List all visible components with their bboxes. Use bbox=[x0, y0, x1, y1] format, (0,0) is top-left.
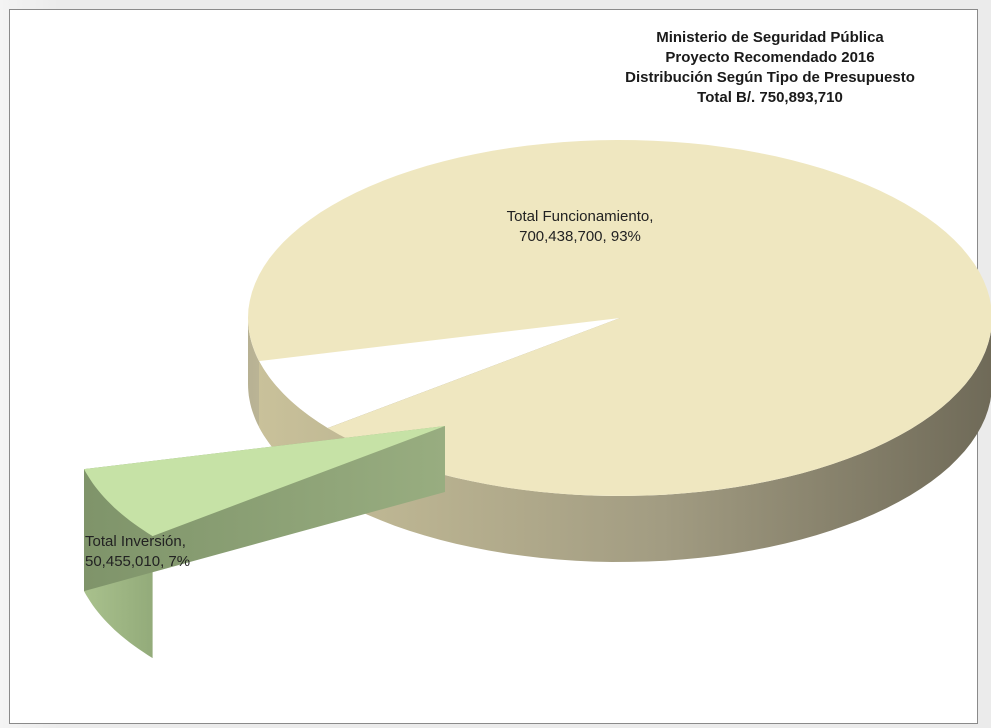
pie-slice-funcionamiento-outer-wall bbox=[259, 330, 991, 562]
chart-title-line-1: Ministerio de Seguridad Pública bbox=[656, 29, 884, 46]
chart-title-line-3: Distribución Según Tipo de Presupuesto bbox=[625, 69, 915, 86]
data-label-funcionamiento-name: Total Funcionamiento, bbox=[506, 208, 654, 225]
chart-title-line-2: Proyecto Recomendado 2016 bbox=[665, 49, 875, 66]
pie-slice-funcionamiento-top bbox=[248, 140, 991, 496]
data-label-total-funcionamiento: Total Funcionamiento, 700,438,700, 93% bbox=[470, 207, 690, 247]
data-label-inversion-value: 50,455,010, 7% bbox=[85, 553, 191, 570]
pie-slice-inversion-top bbox=[84, 426, 445, 537]
chart-title-line-4: Total B/. 750,893,710 bbox=[697, 89, 843, 106]
pie-slice-total-inversion bbox=[84, 426, 445, 659]
data-label-inversion-name: Total Inversión, bbox=[85, 533, 186, 550]
data-label-funcionamiento-value: 700,438,700, 93% bbox=[519, 228, 641, 245]
chart-title: Ministerio de Seguridad Pública Proyecto… bbox=[600, 28, 940, 108]
data-label-total-inversion: Total Inversión, 50,455,010, 7% bbox=[85, 532, 190, 572]
